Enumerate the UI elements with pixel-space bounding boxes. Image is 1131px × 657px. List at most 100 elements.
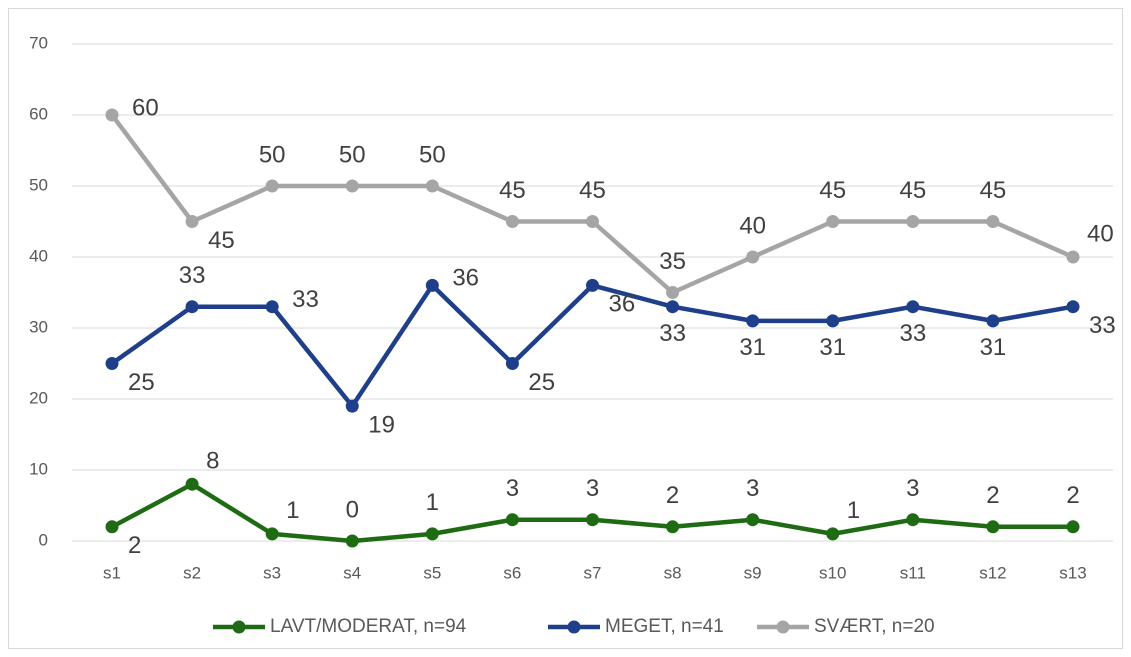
data-point [265,527,279,541]
data-point [746,314,760,328]
data-label: 0 [346,496,359,523]
data-label: 50 [339,141,366,168]
data-label: 45 [208,227,235,254]
data-point [505,513,519,527]
data-label: 33 [292,286,319,313]
data-label: 60 [132,94,159,121]
data-point [1066,520,1080,534]
data-label: 1 [286,497,299,524]
x-tick-label: s4 [343,563,361,582]
legend-marker [232,620,246,634]
data-point [986,314,1000,328]
data-label: 2 [666,482,679,509]
data-label: 25 [128,369,155,396]
data-label: 2 [986,482,999,509]
data-label: 1 [847,497,860,524]
data-point [986,215,1000,228]
chart-border [8,8,1123,649]
data-point [826,527,840,541]
data-point [105,108,119,122]
x-tick-label: s2 [183,563,201,582]
data-label: 25 [528,369,555,396]
data-label: 3 [906,475,919,502]
x-tick-label: s3 [263,563,281,582]
data-point [105,357,119,370]
legend-marker [567,620,581,634]
data-label: 8 [206,448,219,475]
data-label: 50 [419,141,446,168]
x-tick-label: s6 [503,563,521,582]
data-point [586,513,599,527]
data-point [746,250,760,264]
data-label: 31 [739,334,766,361]
x-tick-label: s8 [664,563,682,582]
data-label: 40 [1087,220,1114,247]
data-point [666,300,680,314]
data-label: 45 [980,177,1007,204]
data-label: 3 [506,475,519,502]
data-point [826,215,840,228]
y-tick-label: 20 [29,388,48,407]
data-point [345,534,359,548]
data-label: 31 [819,334,846,361]
data-label: 36 [452,265,479,292]
data-label: 35 [659,248,686,275]
x-tick-label: s10 [819,563,846,582]
legend-marker [776,620,790,634]
data-point [105,520,119,534]
data-point [906,215,920,228]
data-label: 45 [819,177,846,204]
data-label: 45 [499,177,526,204]
data-point [1066,300,1080,314]
data-label: 1 [426,489,439,516]
data-label: 33 [659,320,686,347]
data-point [986,520,1000,534]
data-label: 33 [899,320,926,347]
x-tick-label: s11 [900,563,926,582]
data-point [666,520,680,534]
data-label: 19 [368,411,395,438]
data-point [586,278,599,292]
data-label: 45 [579,177,606,204]
data-label: 40 [739,212,766,239]
x-tick-label: s13 [1059,563,1086,582]
legend-label: MEGET, n=41 [605,616,724,637]
data-point [425,527,439,541]
data-point [265,179,279,193]
data-point [906,300,920,314]
y-tick-label: 10 [29,459,48,478]
y-tick-label: 30 [29,317,48,336]
legend-label: LAVT/MODERAT, n=94 [270,616,467,637]
y-tick-label: 50 [29,175,48,194]
x-tick-label: s5 [423,563,441,582]
data-point [425,278,439,292]
data-label: 50 [259,141,286,168]
data-point [826,314,840,328]
data-point [746,513,760,527]
data-point [425,179,439,193]
data-label: 33 [179,262,206,289]
data-point [586,215,599,228]
y-tick-label: 60 [29,104,48,123]
data-point [1066,250,1080,264]
data-point [906,513,920,527]
data-label: 31 [980,334,1007,361]
data-point [185,300,199,314]
data-point [345,399,359,413]
y-tick-label: 70 [29,33,48,52]
legend-label: SVÆRT, n=20 [814,616,935,637]
y-tick-label: 40 [29,246,48,265]
data-point [505,215,519,228]
x-tick-label: s1 [103,563,121,582]
data-point [185,215,199,228]
data-point [505,357,519,370]
data-point [265,300,279,314]
y-tick-label: 0 [39,530,48,549]
series-line [110,283,1074,409]
data-point [345,179,359,193]
data-label: 3 [586,475,599,502]
x-tick-label: s12 [979,563,1006,582]
data-label: 2 [128,532,141,559]
x-tick-label: s7 [584,563,602,582]
